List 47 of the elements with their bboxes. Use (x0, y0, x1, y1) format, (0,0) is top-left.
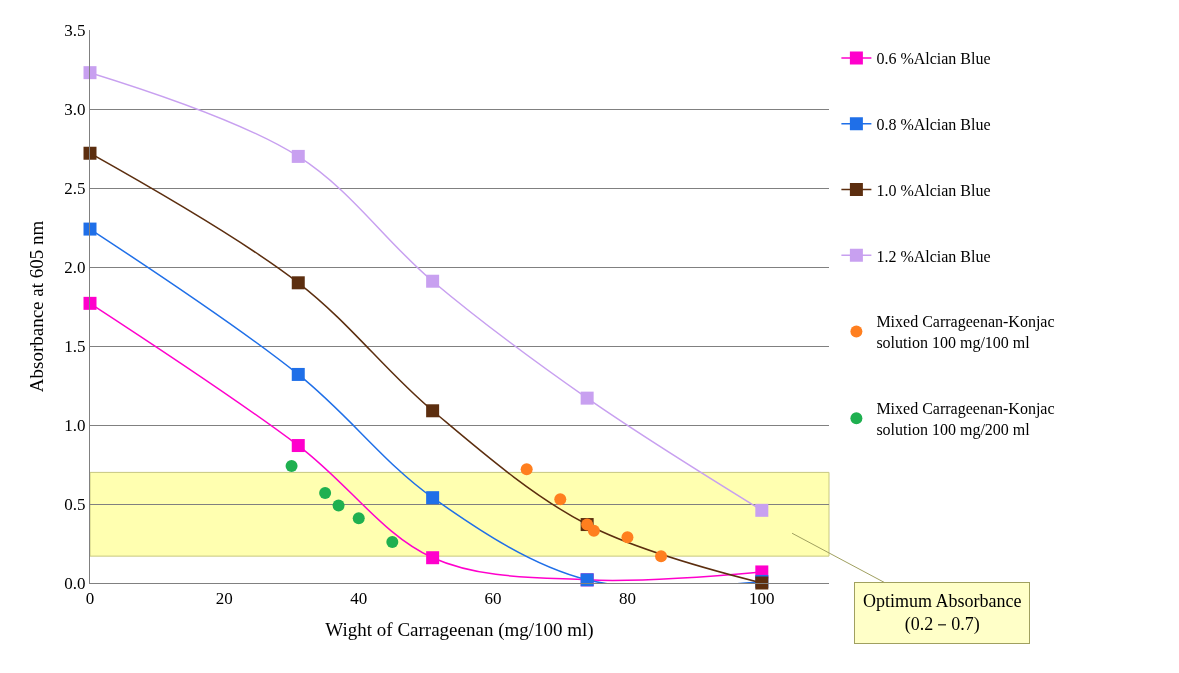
x-tick-label: 100 (749, 589, 775, 609)
x-tick-label: 80 (618, 589, 636, 609)
point (83, 66, 97, 80)
point (291, 276, 305, 290)
legend-label: 0.6 %Alcian Blue (876, 50, 991, 68)
y-tick-label: 1.5 (64, 336, 86, 356)
legend-label: 1.0 %Alcian Blue (876, 181, 991, 199)
point (580, 391, 594, 405)
x-tick-label: 60 (484, 589, 502, 609)
legend-label: 1.2 %Alcian Blue (876, 247, 991, 265)
point (554, 493, 567, 506)
y-tick-label: 0.0 (64, 573, 86, 593)
legend-label: Mixed Carrageenan-Konjac solution 100 mg/200 ml (876, 400, 1055, 439)
x-tick-label: 40 (350, 589, 368, 609)
point (285, 460, 298, 473)
y-axis-title: Absorbance at 605 nm (26, 220, 48, 393)
y-tick-label: 2.0 (64, 257, 86, 277)
point (520, 463, 533, 476)
y-tick-label: 3.0 (64, 99, 86, 119)
text: Optimum Absorbance (0.2－0.7) (863, 591, 1022, 636)
point (291, 367, 305, 381)
y-tick-label: 2.5 (64, 178, 86, 198)
point (352, 512, 365, 525)
x-tick-label: 20 (215, 589, 233, 609)
point (83, 296, 97, 310)
point (621, 531, 634, 544)
legend-label: 0.8 %Alcian Blue (876, 116, 991, 133)
point (319, 486, 332, 499)
point (291, 439, 305, 453)
point (83, 222, 97, 236)
y-tick-label: 0.5 (64, 494, 86, 514)
point (332, 499, 345, 512)
x-axis-title: Wight of Carrageenan (mg/100 ml) (325, 619, 594, 642)
point (386, 535, 399, 548)
legend-label: Mixed Carrageenan-Konjac solution 100 mg/100 ml (876, 313, 1055, 353)
point (291, 149, 305, 163)
point (587, 524, 600, 537)
point (426, 551, 440, 565)
point (426, 491, 440, 505)
point (755, 503, 769, 517)
x-tick-label: 0 (85, 589, 95, 609)
point (426, 404, 440, 418)
y-tick-label: 3.5 (64, 20, 86, 40)
point (83, 146, 97, 160)
point (426, 274, 440, 288)
point (655, 550, 668, 563)
y-tick-label: 1.0 (64, 415, 86, 435)
